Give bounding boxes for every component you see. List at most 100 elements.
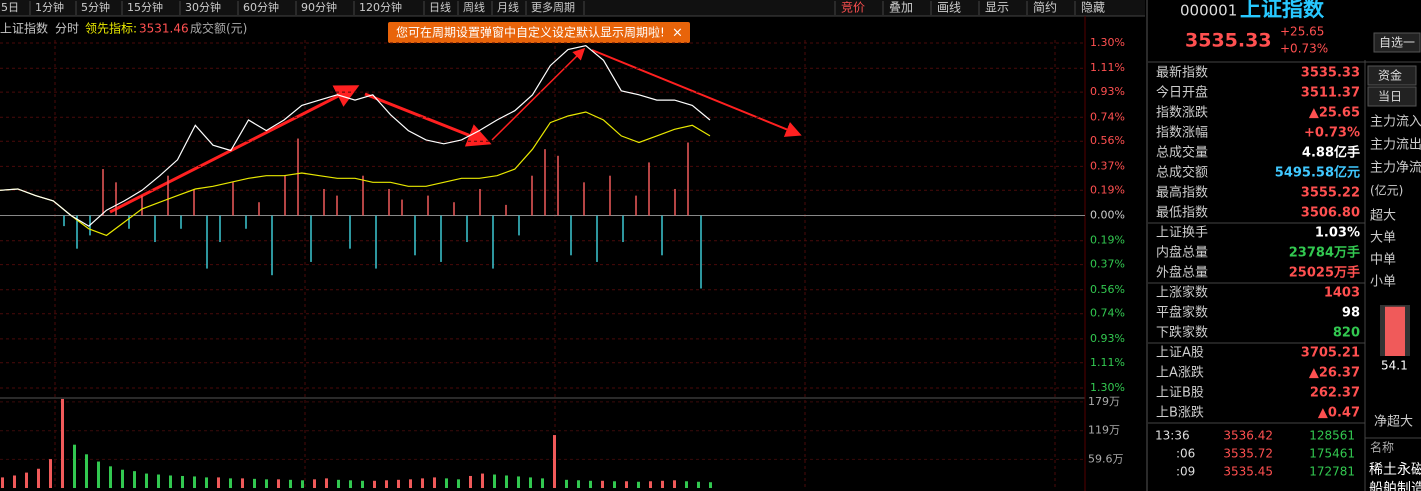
- volume-bar: [373, 480, 376, 488]
- period-tab[interactable]: 周线: [463, 0, 485, 14]
- stat-label: 内盘总量: [1156, 245, 1208, 261]
- y-tick-label: 1.30%: [1090, 381, 1125, 394]
- period-tab[interactable]: 15分钟: [127, 0, 163, 14]
- period-tab[interactable]: 30分钟: [185, 0, 221, 14]
- annotations: [109, 47, 802, 214]
- stat-value: 5495.58亿元: [1275, 165, 1360, 181]
- stat-label: 上证换手: [1156, 226, 1208, 241]
- tick-time: :09: [1176, 465, 1195, 479]
- stat-value: ▲0.47: [1318, 406, 1360, 421]
- volume-bar: [349, 480, 352, 488]
- volume-bar: [49, 459, 52, 488]
- stat-value: 262.37: [1310, 386, 1360, 401]
- volume-bar: [541, 478, 544, 488]
- flow-label: 主力净流: [1370, 161, 1421, 176]
- flow-value: 54.1: [1381, 359, 1408, 373]
- side-tab[interactable]: 当日: [1378, 90, 1402, 104]
- period-tab[interactable]: 日线: [429, 0, 451, 14]
- tab-bg: [1367, 86, 1417, 107]
- stat-label: 下跌家数: [1156, 325, 1208, 341]
- period-tab[interactable]: 5日: [1, 1, 19, 14]
- volume-bar: [553, 435, 556, 488]
- tooltip: 您可在周期设置弹窗中自定义设定默认显示周期啦!: [396, 25, 665, 40]
- tick-volume: 175461: [1309, 447, 1355, 461]
- grid: [54, 40, 1056, 488]
- chart-name: 上证指数: [0, 21, 48, 36]
- period-tab[interactable]: 更多周期: [531, 0, 575, 14]
- stat-label: 最新指数: [1156, 65, 1208, 81]
- quote-change-pct: +0.73%: [1280, 42, 1328, 56]
- volume-bar: [565, 479, 568, 488]
- arrow: [109, 85, 360, 214]
- watch-button-bg[interactable]: [1373, 32, 1421, 53]
- arrow: [591, 49, 802, 137]
- volume-label: 成交额(元): [190, 21, 247, 36]
- chart-mode[interactable]: 分时: [55, 22, 79, 36]
- list-item: 稀土永磁: [1369, 462, 1421, 478]
- stat-label: 上证A股: [1156, 346, 1204, 361]
- list-item: 船舶制造: [1369, 481, 1421, 491]
- tool-button[interactable]: 竞价: [841, 1, 865, 15]
- volume-bar: [493, 474, 496, 488]
- tool-button[interactable]: 画线: [937, 1, 961, 15]
- volume-bar: [469, 475, 472, 488]
- period-tab[interactable]: 5分钟: [81, 0, 110, 14]
- volume-tick-label: 59.6万: [1088, 452, 1124, 465]
- flow-bar: [1385, 306, 1405, 356]
- tick-price: 3535.72: [1223, 447, 1273, 461]
- stat-label: 平盘家数: [1156, 305, 1208, 321]
- y-tick-label: 0.74%: [1090, 110, 1125, 123]
- tool-button[interactable]: 叠加: [889, 1, 913, 15]
- period-tab[interactable]: 1分钟: [35, 0, 64, 14]
- volume-bar: [73, 444, 76, 488]
- stat-label: 最低指数: [1156, 206, 1208, 221]
- size-label: 超大: [1370, 209, 1396, 224]
- tick-price: 3535.45: [1223, 465, 1273, 479]
- volume-bar: [145, 473, 148, 488]
- y-tick-label: 0.37%: [1090, 159, 1125, 172]
- volume-bar: [193, 476, 196, 488]
- tab-bg: [1367, 65, 1417, 86]
- volume-bar: [37, 468, 40, 488]
- y-tick-label: 0.19%: [1090, 234, 1125, 247]
- y-tick-label: 0.93%: [1090, 332, 1125, 345]
- stat-value: 3705.21: [1301, 346, 1360, 361]
- quote-change: +25.65: [1280, 25, 1324, 39]
- volume-bar: [229, 478, 232, 488]
- y-tick-label: 1.30%: [1090, 36, 1125, 49]
- y-tick-label: 0.93%: [1090, 85, 1125, 98]
- tool-button[interactable]: 简约: [1033, 0, 1057, 15]
- volume-bar: [277, 479, 280, 488]
- stat-value: 3506.80: [1301, 206, 1360, 221]
- period-tab[interactable]: 120分钟: [359, 0, 402, 14]
- volume-bar: [433, 477, 436, 488]
- volume-bar: [325, 478, 328, 488]
- volume-bar: [409, 479, 412, 488]
- tooltip-close[interactable]: ×: [672, 26, 683, 41]
- tool-button[interactable]: 显示: [985, 1, 1009, 15]
- volume-bar: [169, 475, 172, 488]
- period-tab[interactable]: 90分钟: [301, 0, 337, 14]
- volume-bar: [253, 478, 256, 488]
- period-tab[interactable]: 月线: [497, 0, 519, 14]
- watch-button[interactable]: 自选一: [1379, 36, 1415, 50]
- period-tab[interactable]: 60分钟: [243, 0, 279, 14]
- volume-bar: [421, 478, 424, 488]
- arrow: [491, 47, 586, 141]
- y-tick-label: 0.00%: [1090, 209, 1125, 222]
- volume-bar: [181, 475, 184, 488]
- stat-label: 最高指数: [1156, 185, 1208, 201]
- volume-bar: [697, 481, 700, 488]
- stat-label: 总成交量: [1156, 145, 1208, 161]
- toolbar-bg: [0, 0, 1145, 16]
- tick-time: :06: [1176, 447, 1195, 461]
- volume-bar: [97, 461, 100, 488]
- stat-label: 上涨家数: [1156, 285, 1208, 301]
- volume-bar: [109, 466, 112, 488]
- quote-code: 000001: [1180, 2, 1237, 20]
- volume-bar: [637, 481, 640, 488]
- side-tab[interactable]: 资金: [1378, 68, 1402, 83]
- tool-button[interactable]: 隐藏: [1081, 1, 1105, 15]
